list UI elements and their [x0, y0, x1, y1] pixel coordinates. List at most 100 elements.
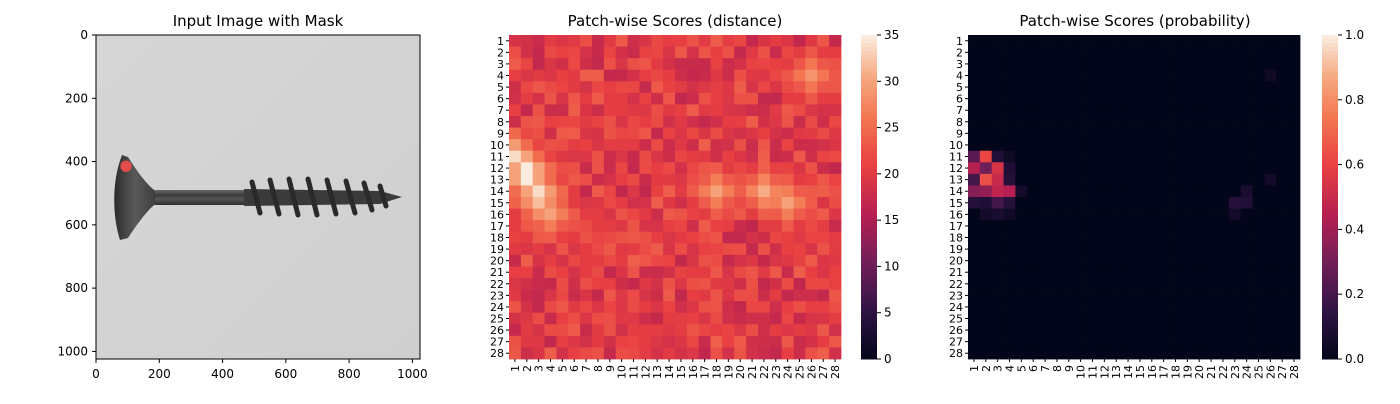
heatmap-cell — [1003, 197, 1016, 209]
heatmap-cell — [991, 69, 1004, 82]
heatmap-cell — [1098, 173, 1111, 186]
colorbar-segment — [861, 55, 877, 60]
heatmap-cell — [568, 162, 581, 175]
heatmap-cell — [686, 46, 700, 59]
heatmap-cell — [1217, 150, 1230, 163]
heatmap-cell — [580, 347, 593, 360]
heatmap-cell — [675, 162, 688, 175]
colorbar-segment — [861, 342, 877, 348]
heatmap-cell — [1228, 278, 1242, 290]
heatmap-cell — [734, 104, 747, 117]
heatmap-cell — [746, 197, 759, 209]
heatmap-cell — [1240, 278, 1253, 290]
heatmap-cell — [580, 116, 593, 128]
heatmap-cell — [769, 162, 783, 175]
distance-heatmap-col-labels: 1234567891011121314151617181920212223242… — [509, 359, 842, 379]
heatmap-cell — [746, 173, 759, 186]
heatmap-cell — [520, 231, 534, 244]
heatmap-cell — [1288, 278, 1301, 290]
col-label: 2 — [980, 365, 993, 372]
heatmap-cell — [698, 231, 711, 244]
heatmap-cell — [979, 278, 993, 290]
heatmap-cell — [1288, 266, 1301, 279]
heatmap-cell — [1039, 46, 1052, 59]
col-label: 6 — [1027, 365, 1040, 372]
heatmap-cell — [1074, 220, 1087, 233]
heatmap-cell — [1264, 301, 1277, 314]
heatmap-cell — [769, 301, 783, 314]
heatmap-cell — [1051, 243, 1064, 256]
heatmap-cell — [544, 197, 557, 209]
row-label: 15 — [490, 197, 504, 210]
heatmap-cell — [592, 81, 605, 94]
heatmap-cell — [1193, 46, 1206, 59]
heatmap-cell — [1288, 301, 1301, 314]
heatmap-cell — [675, 231, 688, 244]
heatmap-cell — [1039, 127, 1052, 140]
heatmap-cell — [1264, 127, 1277, 140]
heatmap-cell — [968, 162, 981, 175]
heatmap-cell — [1003, 278, 1016, 290]
heatmap-cell — [663, 92, 676, 105]
heatmap-cell — [675, 266, 688, 279]
heatmap-cell — [627, 162, 640, 175]
row-label: 13 — [490, 174, 504, 187]
colorbar-segment — [1322, 225, 1338, 230]
heatmap-cell — [663, 104, 676, 117]
heatmap-cell — [520, 116, 534, 128]
heatmap-cell — [769, 254, 783, 267]
heatmap-cell — [1228, 173, 1242, 186]
heatmap-cell — [1169, 150, 1182, 163]
heatmap-cell — [686, 104, 700, 117]
col-label: 14 — [663, 365, 676, 379]
heatmap-cell — [1086, 150, 1099, 163]
heatmap-cell — [1228, 127, 1242, 140]
heatmap-cell — [603, 173, 617, 186]
heatmap-cell — [1110, 185, 1123, 198]
heatmap-cell — [686, 185, 700, 198]
heatmap-cell — [509, 58, 522, 71]
heatmap-cell — [615, 35, 628, 47]
heatmap-cell — [758, 254, 771, 267]
heatmap-cell — [758, 208, 771, 221]
heatmap-cell — [1027, 266, 1040, 279]
screw-image — [114, 155, 402, 240]
heatmap-cell — [1276, 139, 1289, 152]
heatmap-cell — [698, 208, 711, 221]
heatmap-cell — [651, 289, 664, 302]
heatmap-cell — [805, 278, 818, 290]
heatmap-cell — [968, 347, 981, 360]
heatmap-cell — [627, 139, 640, 152]
heatmap-cell — [1193, 312, 1206, 325]
col-label: 4 — [1004, 365, 1017, 372]
heatmap-cell — [651, 278, 664, 290]
heatmap-cell — [1051, 81, 1064, 94]
heatmap-cell — [568, 243, 581, 256]
heatmap-cell — [1205, 35, 1218, 47]
heatmap-cell — [817, 185, 830, 198]
heatmap-cell — [769, 81, 783, 94]
heatmap-cell — [532, 301, 545, 314]
heatmap-cell — [651, 35, 664, 47]
heatmap-cell — [1169, 127, 1182, 140]
heatmap-cell — [1181, 104, 1194, 117]
heatmap-cell — [1169, 220, 1182, 233]
heatmap-cell — [1122, 347, 1135, 360]
colorbar-segment — [861, 306, 877, 311]
heatmap-cell — [1122, 312, 1135, 325]
heatmap-cell — [1264, 197, 1277, 209]
heatmap-cell — [1027, 208, 1040, 221]
heatmap-cell — [698, 92, 711, 105]
heatmap-cell — [722, 254, 735, 267]
heatmap-cell — [1252, 116, 1265, 128]
heatmap-cell — [615, 92, 628, 105]
heatmap-cell — [979, 173, 993, 186]
colorbar-segment — [1322, 326, 1338, 332]
heatmap-cell — [1134, 266, 1147, 279]
heatmap-cell — [544, 243, 557, 256]
heatmap-cell — [1074, 197, 1087, 209]
colorbar-segment — [1322, 75, 1338, 81]
colorbar-segment — [1322, 164, 1338, 170]
